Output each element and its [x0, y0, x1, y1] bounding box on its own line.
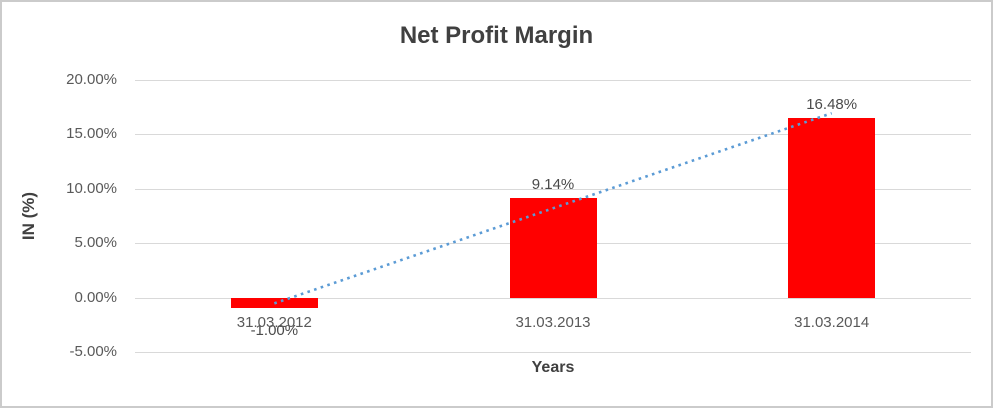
bar-31.03.2014: [788, 118, 876, 298]
data-label: 16.48%: [806, 96, 858, 114]
y-axis-title: IN (%): [12, 80, 46, 352]
chart-title: Net Profit Margin: [399, 22, 594, 49]
data-label: 9.14%: [531, 176, 575, 194]
x-axis-category-label: 31.03.2014: [794, 313, 870, 331]
y-axis-tick-label: 15.00%: [66, 125, 117, 143]
x-axis-title: Years: [531, 359, 575, 376]
gridline: [135, 352, 971, 353]
y-axis-tick-label: 0.00%: [74, 288, 117, 306]
y-axis-tick-label: 20.00%: [66, 71, 117, 88]
y-axis-tick-label: 5.00%: [74, 234, 117, 252]
y-axis-tick-label: 10.00%: [66, 179, 117, 197]
y-axis-title-text: IN (%): [19, 191, 39, 241]
bar-31.03.2012: [230, 297, 318, 309]
x-axis-category-label: 31.03.2012: [236, 313, 312, 331]
bar-31.03.2013: [509, 198, 597, 298]
data-label: -1.00%: [250, 322, 299, 340]
gridline: [135, 80, 971, 81]
x-axis-category-label: 31.03.2013: [515, 313, 591, 331]
y-axis-tick-label: -5.00%: [69, 343, 117, 360]
